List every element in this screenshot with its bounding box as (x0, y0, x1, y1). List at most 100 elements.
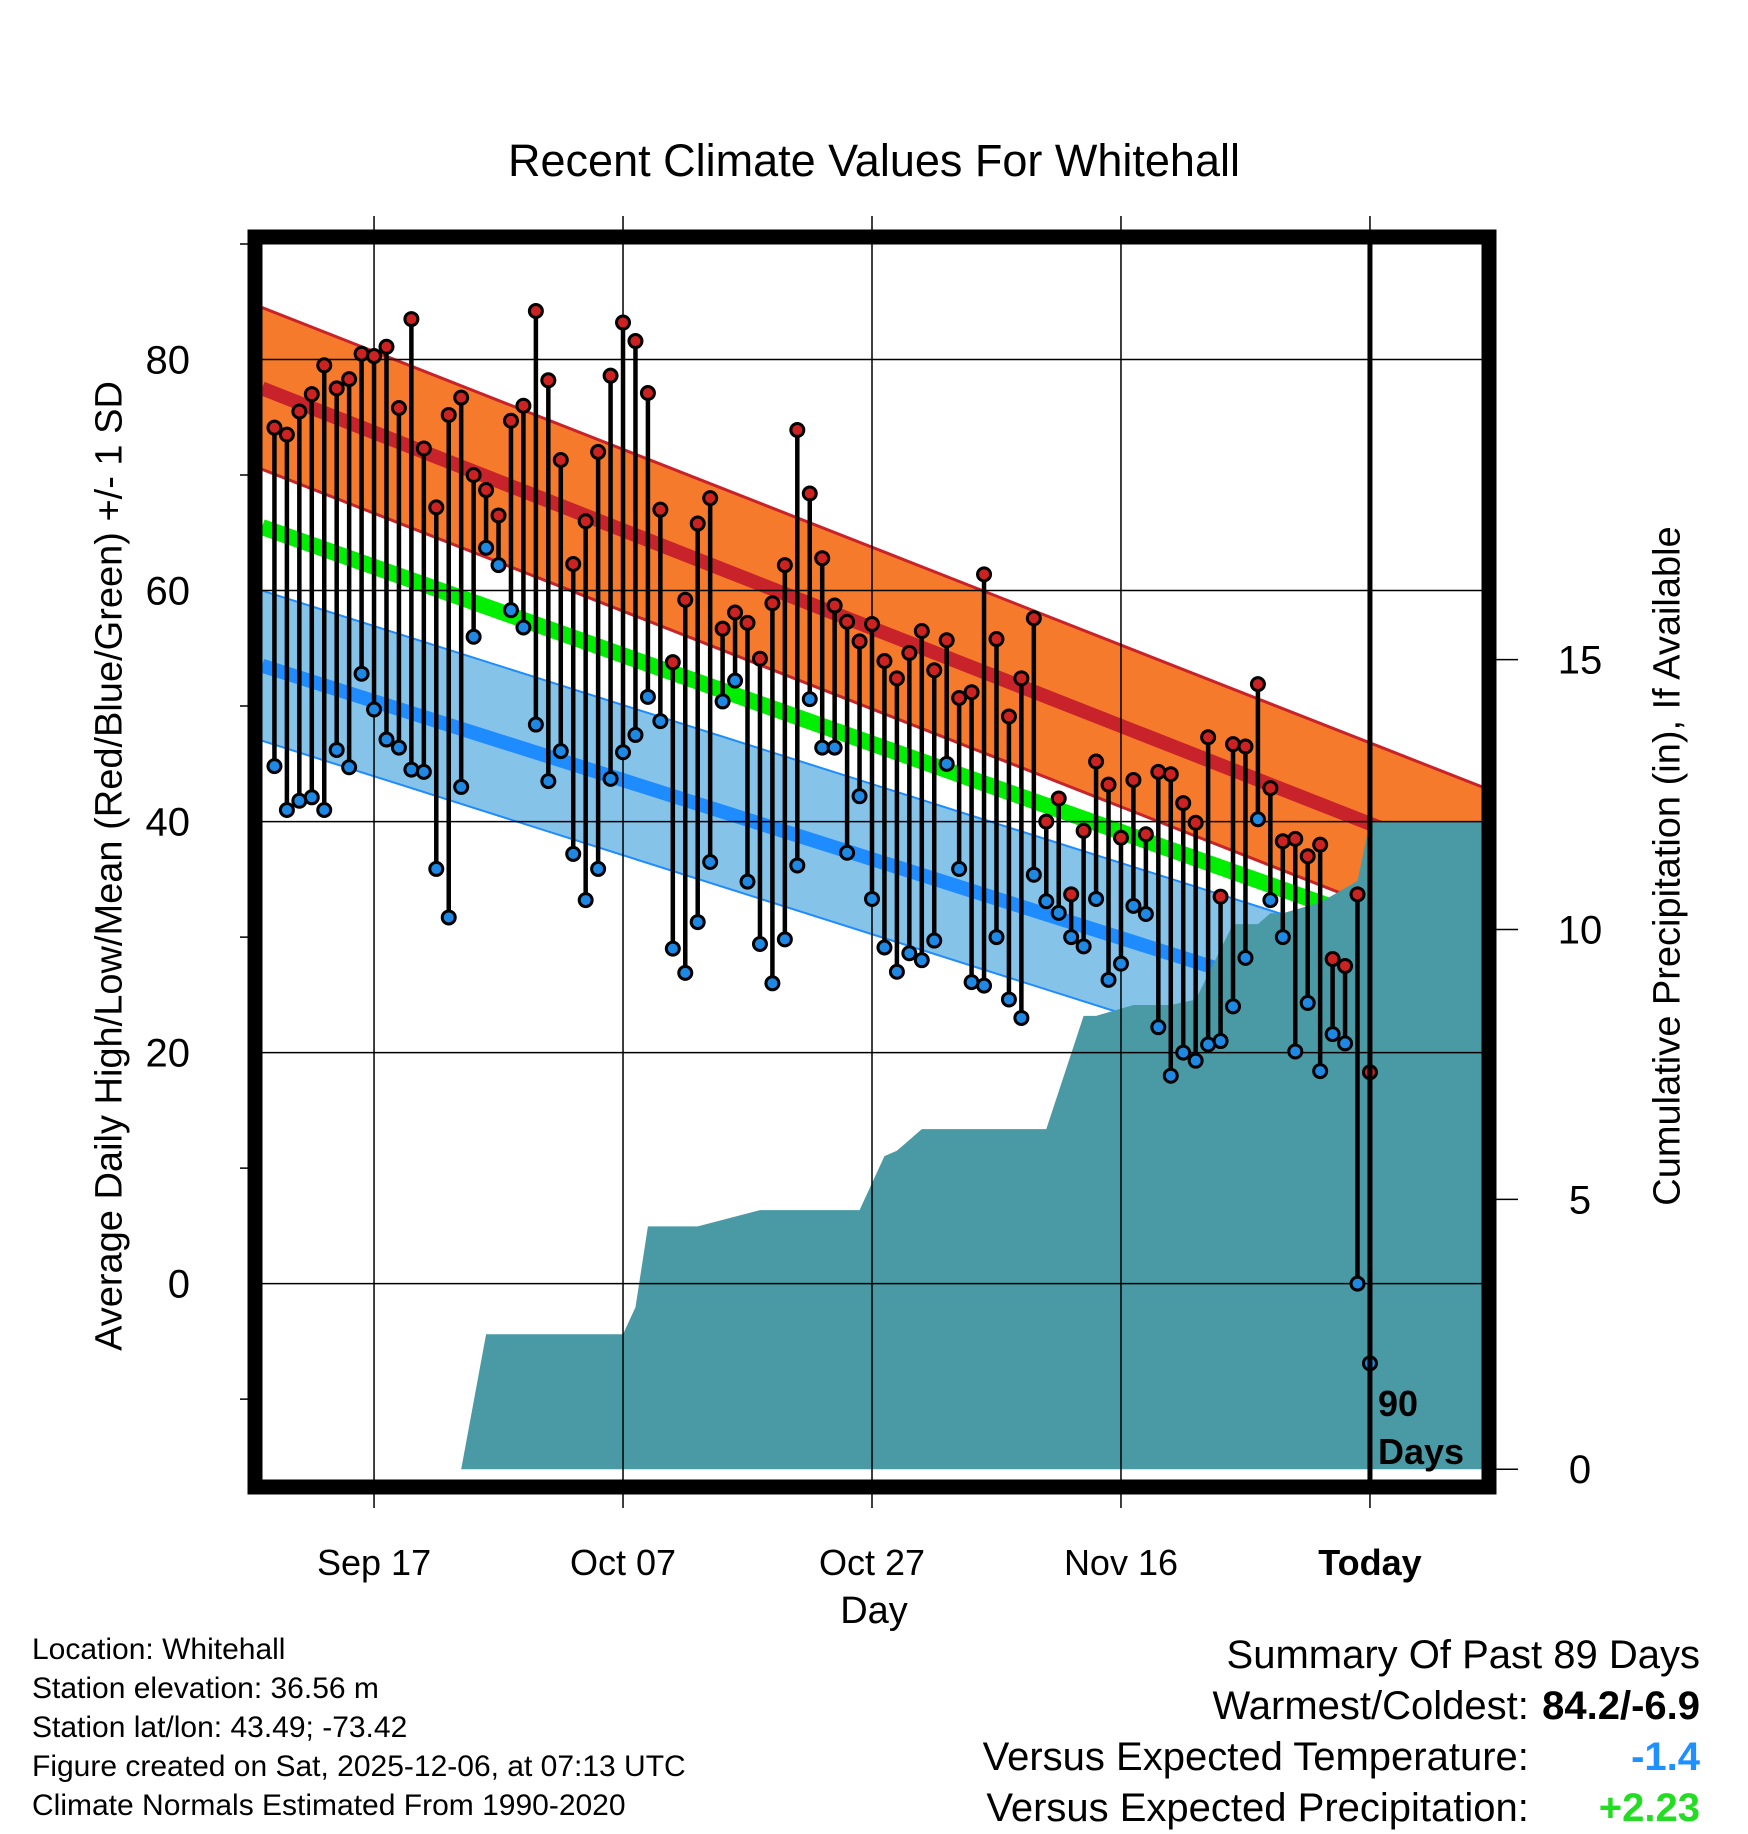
daily-high-point (552, 452, 569, 469)
daily-low-point (1175, 1044, 1192, 1061)
daily-high-point (664, 654, 681, 671)
precip-area (262, 821, 1482, 1470)
daily-low-point (490, 557, 507, 574)
daily-high-point (876, 653, 893, 670)
daily-low-point (826, 739, 843, 756)
daily-high-point (1175, 795, 1192, 812)
daily-low-point (328, 741, 345, 758)
daily-low-point (515, 619, 532, 636)
daily-low-point (727, 672, 744, 689)
daily-high-point (963, 684, 980, 701)
daily-low-point (1125, 897, 1142, 914)
daily-high-point (926, 662, 943, 679)
precip-departure-value: +2.23 (1598, 1786, 1700, 1830)
daily-high-point (913, 622, 930, 639)
daily-low-point (764, 975, 781, 992)
daily-high-point (739, 614, 756, 631)
daily-high-point (502, 412, 519, 429)
daily-high-point (1200, 729, 1217, 746)
daily-high-point (1187, 814, 1204, 831)
daily-high-point (1337, 957, 1354, 974)
daily-high-point (776, 557, 793, 574)
daily-high-point (465, 467, 482, 484)
daily-high-point (515, 397, 532, 414)
daily-low-point (1287, 1043, 1304, 1060)
daily-high-point (1162, 766, 1179, 783)
daily-low-point (602, 770, 619, 787)
daily-high-point (1025, 610, 1042, 627)
daily-low-point (1112, 955, 1129, 972)
daily-high-point (565, 555, 582, 572)
normals-text: Climate Normals Estimated From 1990-2020 (32, 1789, 626, 1822)
daily-low-point (988, 929, 1005, 946)
daily-low-point (689, 914, 706, 931)
daily-markers (266, 302, 1378, 1372)
daily-low-point (976, 977, 993, 994)
daily-low-point (1063, 929, 1080, 946)
daily-high-point (1000, 708, 1017, 725)
daily-high-point (341, 371, 358, 388)
daily-high-point (403, 311, 420, 328)
daily-high-point (291, 403, 308, 420)
daily-low-point (1150, 1019, 1167, 1036)
station-info: Location: Whitehall Station elevation: 3… (32, 1630, 686, 1825)
daily-low-point (428, 860, 445, 877)
daily-high-point (390, 400, 407, 417)
daily-low-point (864, 890, 880, 907)
daily-high-point (1312, 836, 1329, 853)
daily-low-point (652, 713, 669, 730)
daily-high-point (1100, 776, 1117, 793)
y2-tick-label: 0 (1569, 1448, 1591, 1492)
daily-low-point (789, 857, 806, 874)
today-days-label: 90 (1378, 1383, 1418, 1424)
daily-low-point (565, 845, 582, 862)
daily-low-point (1038, 893, 1055, 910)
daily-high-point (1013, 670, 1030, 687)
daily-low-point (1088, 890, 1105, 907)
daily-low-point (1000, 991, 1017, 1008)
daily-low-point (527, 716, 544, 733)
daily-high-point (751, 650, 768, 667)
y2-tick-label: 15 (1558, 639, 1603, 683)
daily-low-point (316, 802, 333, 819)
daily-low-point (926, 932, 943, 949)
x-axis-label: Day (840, 1590, 908, 1632)
daily-low-point (1025, 866, 1042, 883)
daily-low-point (776, 931, 793, 948)
daily-high-point (839, 613, 856, 630)
daily-low-point (751, 936, 768, 953)
tick-labels: 0 20 40 60 80 0 5 10 15 Sep 17 Oct 07 Oct 27 Nov 16 T… (146, 339, 1603, 1583)
y-tick-label: 80 (146, 339, 191, 383)
daily-high-point (1112, 829, 1129, 846)
y-tick-label: 40 (146, 801, 191, 845)
daily-low-point (1075, 938, 1092, 955)
y2-tick-label: 5 (1569, 1178, 1591, 1222)
daily-high-point (677, 591, 694, 608)
daily-low-point (627, 726, 644, 743)
daily-low-point (1137, 905, 1154, 922)
daily-low-point (677, 964, 694, 981)
daily-high-point (702, 490, 719, 507)
daily-high-point (976, 566, 993, 583)
daily-low-point (1262, 892, 1279, 909)
daily-high-point (1287, 830, 1304, 847)
y2-tick-label: 10 (1558, 908, 1603, 952)
daily-high-point (689, 515, 706, 532)
daily-high-point (1324, 951, 1341, 968)
daily-low-point (1162, 1067, 1179, 1084)
daily-high-point (1212, 888, 1229, 905)
daily-low-point (590, 860, 607, 877)
daily-high-point (764, 595, 781, 612)
daily-high-point (1349, 886, 1366, 903)
daily-low-point (366, 701, 383, 718)
daily-high-point (1125, 771, 1142, 788)
daily-low-point (1187, 1052, 1204, 1069)
daily-low-point (1274, 929, 1291, 946)
daily-low-point (739, 873, 756, 890)
daily-low-point (1299, 994, 1316, 1011)
x-tick-label: Today (1318, 1542, 1421, 1583)
daily-low-point (552, 743, 569, 760)
grid-lines (262, 216, 1482, 1508)
precip-departure-row: Versus Expected Precipitation: +2.23 (983, 1783, 1700, 1834)
daily-high-point (714, 620, 731, 637)
